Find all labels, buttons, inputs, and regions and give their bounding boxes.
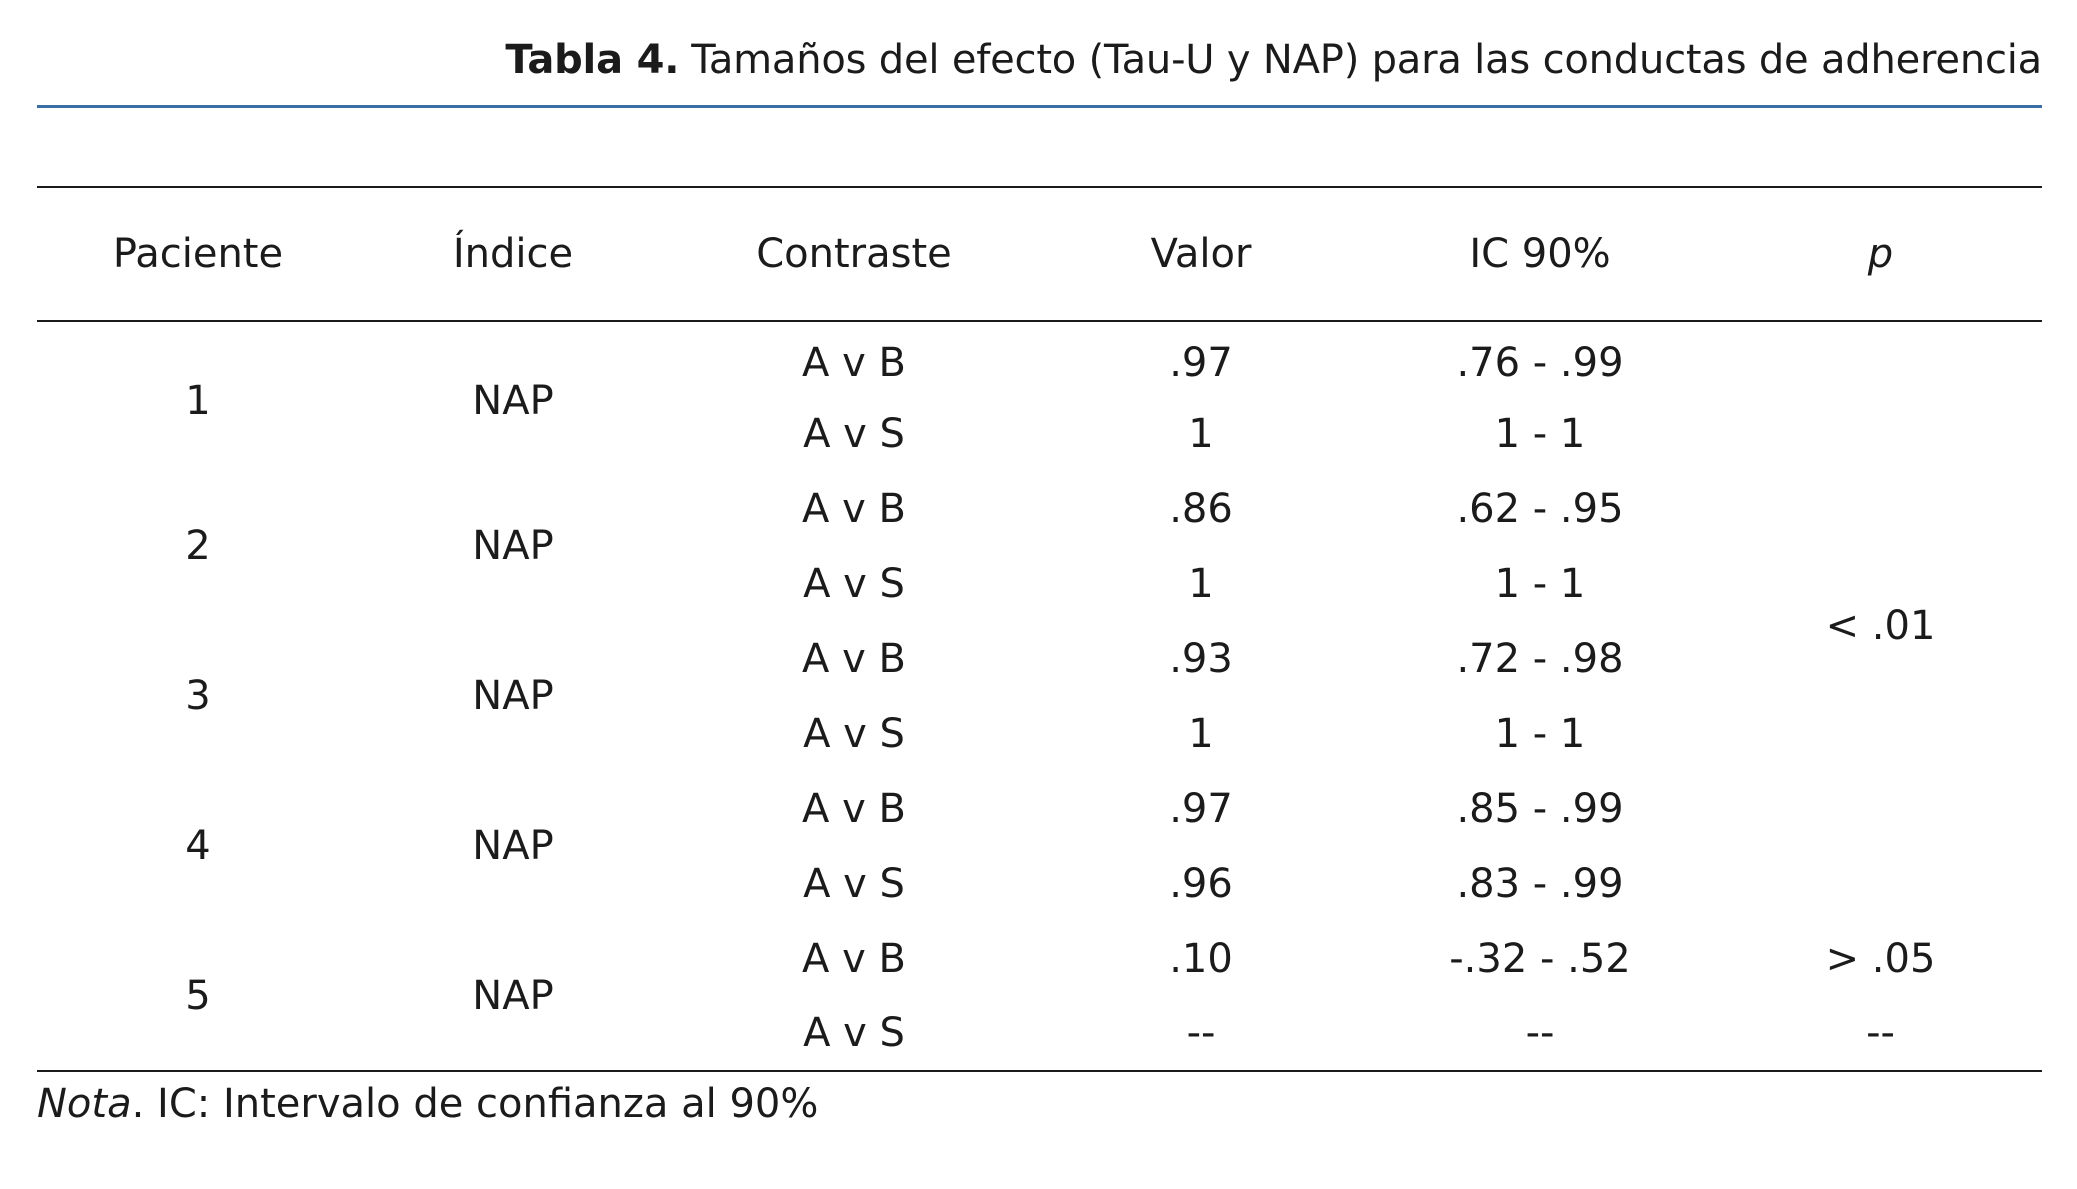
header-contraste: Contraste: [667, 186, 1041, 322]
table-row: A v S .96 .83 - .99: [37, 846, 2042, 921]
effect-size-table: Paciente Índice Contraste Valor IC 90% p…: [37, 186, 2042, 1072]
cell-ic: 1 - 1: [1494, 710, 1586, 757]
cell-indice: NAP: [472, 823, 554, 869]
cell-valor: --: [1041, 996, 1361, 1072]
table-row: A v S 1 1 - 1: [37, 396, 2042, 471]
table-row: A v S 1 1 - 1: [37, 546, 2042, 621]
table-row: 2 NAP A v B .86 .62 - .95: [37, 471, 2042, 569]
cell-indice: NAP: [359, 921, 667, 1072]
table-caption: Tabla 4. Tamaños del efecto (Tau-U y NAP)…: [505, 34, 2042, 86]
header-row: Paciente Índice Contraste Valor IC 90% p: [37, 186, 2042, 322]
cell-valor: .86: [1169, 485, 1233, 532]
table-row: 3 NAP A v B .93 .72 - .98: [37, 621, 2042, 719]
cell-ic: .72 - .98: [1456, 635, 1624, 682]
table-row: 1 NAP A v B .97 .76 - .99 < .01: [37, 321, 2042, 648]
cell-contraste: A v S: [803, 710, 905, 757]
cell-paciente: 4: [185, 823, 211, 869]
table-row: A v S -- -- --: [37, 996, 2042, 1072]
table-row: 4 NAP A v B .97 .85 - .99: [37, 771, 2042, 869]
document-page: Tabla 4. Tamaños del efecto (Tau-U y NAP)…: [37, 0, 2042, 1189]
cell-ic: .62 - .95: [1456, 485, 1624, 532]
caption-label: Tabla 4.: [505, 37, 680, 83]
cell-contraste: A v B: [802, 485, 906, 532]
cell-ic: -.32 - .52: [1449, 935, 1631, 982]
table-note: Nota. IC: Intervalo de confianza al 90%: [37, 1078, 818, 1130]
cell-valor: 1: [1188, 560, 1214, 607]
cell-paciente: 2: [185, 523, 211, 569]
cell-contraste: A v S: [803, 860, 905, 907]
header-valor: Valor: [1041, 186, 1361, 322]
header-paciente: Paciente: [37, 186, 359, 322]
cell-contraste: A v S: [803, 560, 905, 607]
cell-contraste: A v B: [802, 635, 906, 682]
cell-ic: --: [1361, 996, 1719, 1072]
cell-ic: .85 - .99: [1456, 785, 1624, 832]
cell-valor: 1: [1188, 710, 1214, 757]
cell-paciente: 3: [185, 673, 211, 719]
cell-ic: 1 - 1: [1494, 410, 1586, 457]
cell-valor: .93: [1169, 635, 1233, 682]
cell-ic: .76 - .99: [1456, 340, 1624, 386]
cell-valor: 1: [1188, 410, 1214, 457]
cell-p: > .05: [1825, 935, 1936, 982]
header-ic: IC 90%: [1361, 186, 1719, 322]
header-indice: Índice: [359, 186, 667, 322]
cell-paciente: 1: [185, 377, 211, 424]
cell-p: --: [1719, 996, 2042, 1072]
cell-valor: .96: [1169, 860, 1233, 907]
cell-valor: .10: [1169, 935, 1233, 982]
cell-valor: .97: [1169, 785, 1233, 832]
cell-contraste: A v B: [802, 935, 906, 982]
cell-indice: NAP: [472, 523, 554, 569]
cell-paciente: 5: [37, 921, 359, 1072]
cell-contraste: A v S: [803, 410, 905, 457]
cell-contraste: A v B: [802, 340, 906, 386]
table-row: A v S 1 1 - 1: [37, 696, 2042, 771]
cell-indice: NAP: [472, 377, 554, 424]
cell-contraste: A v S: [667, 996, 1041, 1072]
caption-divider: [37, 105, 2042, 108]
note-text: . IC: Intervalo de confianza al 90%: [131, 1081, 819, 1127]
cell-indice: NAP: [472, 673, 554, 719]
cell-ic: 1 - 1: [1494, 560, 1586, 607]
cell-p-merged: < .01: [1825, 602, 1936, 649]
cell-ic: .83 - .99: [1456, 860, 1624, 907]
table-row: 5 NAP A v B .10 -.32 - .52 > .05: [37, 921, 2042, 1072]
header-p: p: [1719, 186, 2042, 322]
caption-text: Tamaños del efecto (Tau-U y NAP) para la…: [691, 37, 2042, 83]
cell-valor: .97: [1169, 340, 1233, 386]
cell-contraste: A v B: [802, 785, 906, 832]
note-label: Nota: [37, 1081, 132, 1127]
